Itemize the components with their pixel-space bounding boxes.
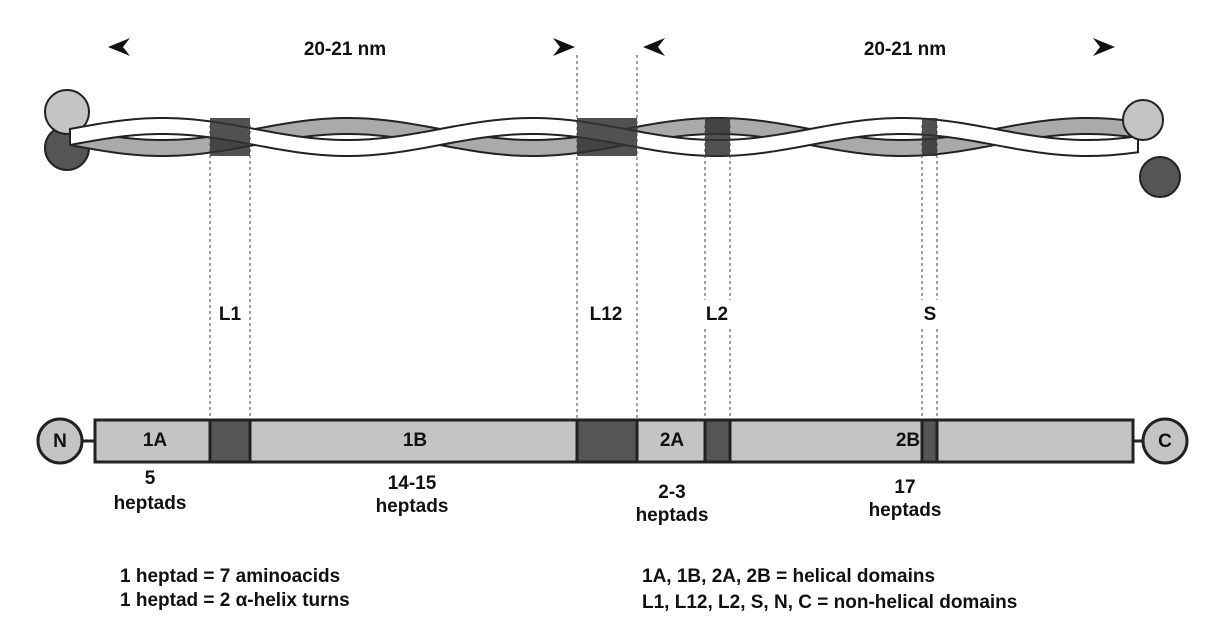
linker-label: L2	[706, 304, 728, 325]
terminus-label: N	[53, 431, 67, 452]
strand-end	[1140, 157, 1180, 197]
domain-bar	[38, 419, 1187, 463]
linker-label: L1	[219, 304, 242, 325]
domain-label: 2B	[896, 430, 920, 451]
guide-lines	[210, 55, 937, 420]
terminus-label: C	[1158, 431, 1172, 452]
domain-label: 1A	[143, 430, 168, 451]
heptad-unit: heptads	[636, 505, 709, 526]
note: 1A, 1B, 2A, 2B = helical domains	[642, 566, 935, 587]
dimension-arrows	[108, 38, 1115, 56]
strand-end	[1123, 100, 1163, 140]
dimension-label: 20-21 nm	[864, 39, 946, 60]
linker-block	[705, 118, 730, 156]
linker-label: S	[924, 304, 937, 325]
note: 1 heptad = 2 α-helix turns	[120, 590, 350, 611]
dimension-label: 20-21 nm	[304, 39, 386, 60]
heptad-count: 2-3	[658, 482, 685, 503]
note: 1 heptad = 7 aminoacids	[120, 566, 340, 587]
heptad-unit: heptads	[114, 493, 187, 514]
domain-label: 1B	[403, 430, 427, 451]
note: L1, L12, L2, S, N, C = non-helical domai…	[642, 592, 1017, 613]
diagram: 20-21 nm 20-21 nm L1 L12 L2 S N C 1	[0, 0, 1208, 622]
heptad-count: 14-15	[388, 473, 437, 494]
linker-label: L12	[590, 304, 623, 325]
domain-label: 2A	[660, 430, 685, 451]
heptad-count: 5	[145, 468, 156, 489]
linker-block	[922, 118, 937, 156]
heptad-unit: heptads	[869, 500, 942, 521]
linker-block	[210, 118, 250, 156]
heptad-unit: heptads	[376, 496, 449, 517]
linker-block	[577, 118, 637, 156]
heptad-count: 17	[894, 477, 915, 498]
coiled-coil	[45, 90, 1180, 197]
